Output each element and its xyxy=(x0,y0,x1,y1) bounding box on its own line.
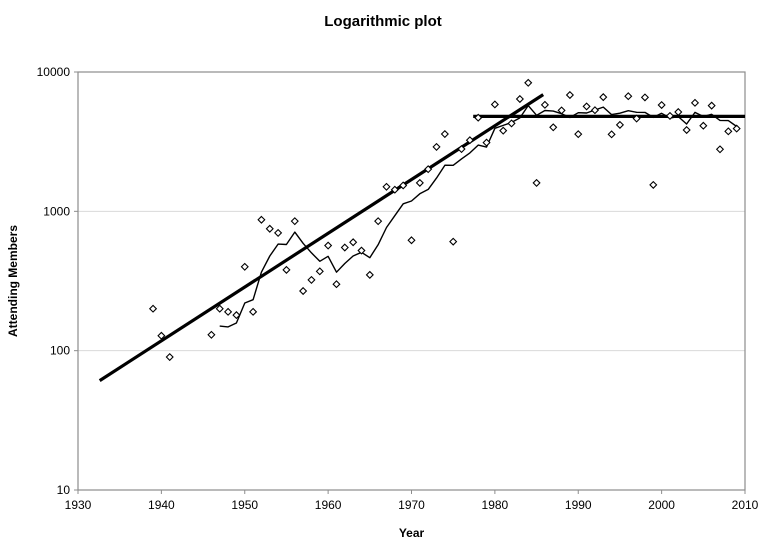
scatter-point xyxy=(482,138,491,147)
scatter-point xyxy=(374,217,383,226)
scatter-point xyxy=(674,107,683,117)
scatter-point xyxy=(615,120,625,129)
scatter-point xyxy=(299,286,308,296)
scatter-point xyxy=(274,228,283,237)
scatter-point xyxy=(157,331,166,340)
scatter-point xyxy=(207,330,216,339)
scatter-point xyxy=(499,126,508,135)
scatter-point xyxy=(282,265,291,274)
x-tick-label: 1970 xyxy=(398,498,425,512)
scatter-point xyxy=(399,181,408,190)
scatter-point xyxy=(265,224,274,233)
scatter-point xyxy=(449,237,458,246)
scatter-point xyxy=(682,125,691,135)
scatter-point xyxy=(649,180,658,189)
scatter-point xyxy=(665,111,675,120)
scatter-point xyxy=(415,178,424,187)
y-tick-label: 1000 xyxy=(43,204,70,218)
scatter-point xyxy=(240,262,249,271)
y-tick-label: 100 xyxy=(50,344,70,358)
scatter-point xyxy=(632,114,641,123)
scatter-point xyxy=(340,243,349,252)
moving-average-line xyxy=(219,104,738,328)
scatter-point xyxy=(540,100,549,109)
scatter-point xyxy=(307,275,316,284)
x-tick-label: 1960 xyxy=(315,498,342,512)
scatter-point xyxy=(165,352,174,362)
scatter-point xyxy=(590,106,600,115)
scatter-point xyxy=(724,127,733,136)
scatter-point xyxy=(490,100,499,109)
scatter-point xyxy=(457,144,466,154)
scatter-point xyxy=(607,130,616,139)
scatter-point xyxy=(549,123,558,132)
scatter-point xyxy=(232,311,241,320)
scatter-point xyxy=(690,98,700,107)
x-axis-title: Year xyxy=(398,526,425,540)
scatter-point xyxy=(732,124,741,133)
growth-trend-line xyxy=(98,93,545,382)
scatter-point xyxy=(557,106,566,115)
x-tick-label: 1990 xyxy=(565,498,592,512)
scatter-point xyxy=(524,78,533,87)
x-tick-label: 2010 xyxy=(732,498,759,512)
scatter-point xyxy=(440,129,449,139)
x-tick-label: 1940 xyxy=(148,498,175,512)
x-tick-label: 1950 xyxy=(231,498,258,512)
scatter-point xyxy=(257,215,266,224)
y-tick-label: 10 xyxy=(57,483,71,497)
scatter-point xyxy=(465,136,474,145)
scatter-point xyxy=(324,241,333,250)
scatter-point xyxy=(699,121,708,130)
scatter-point xyxy=(407,236,416,245)
x-tick-label: 1930 xyxy=(65,498,92,512)
scatter-point xyxy=(565,90,574,100)
scatter-point xyxy=(249,307,258,316)
scatter-point xyxy=(424,165,433,174)
scatter-point xyxy=(290,217,299,226)
scatter-point xyxy=(474,113,483,122)
scatter-point xyxy=(582,102,591,111)
scatter-point xyxy=(432,142,441,151)
scatter-point xyxy=(532,178,541,188)
scatter-point xyxy=(315,267,324,276)
y-tick-label: 10000 xyxy=(37,65,71,79)
x-tick-label: 1980 xyxy=(482,498,509,512)
scatter-point xyxy=(507,119,516,128)
scatter-point xyxy=(515,94,524,104)
scatter-point xyxy=(657,100,666,110)
scatter-point xyxy=(332,280,341,289)
scatter-point xyxy=(624,92,633,101)
chart-title: Logarithmic plot xyxy=(324,13,442,30)
scatter-point xyxy=(215,304,224,313)
scatter-point xyxy=(390,185,399,194)
scatter-point xyxy=(223,307,233,316)
scatter-point xyxy=(365,270,374,279)
scatter-point xyxy=(599,93,608,102)
scatter-point xyxy=(715,145,725,154)
scatter-point xyxy=(640,93,650,102)
scatter-point xyxy=(349,238,358,247)
scatter-point xyxy=(707,101,716,110)
plot-frame xyxy=(77,71,746,491)
scatter-point xyxy=(574,130,583,139)
x-tick-label: 2000 xyxy=(648,498,675,512)
scatter-point xyxy=(357,246,366,255)
scatter-point xyxy=(148,304,158,313)
scatter-point xyxy=(382,182,391,191)
